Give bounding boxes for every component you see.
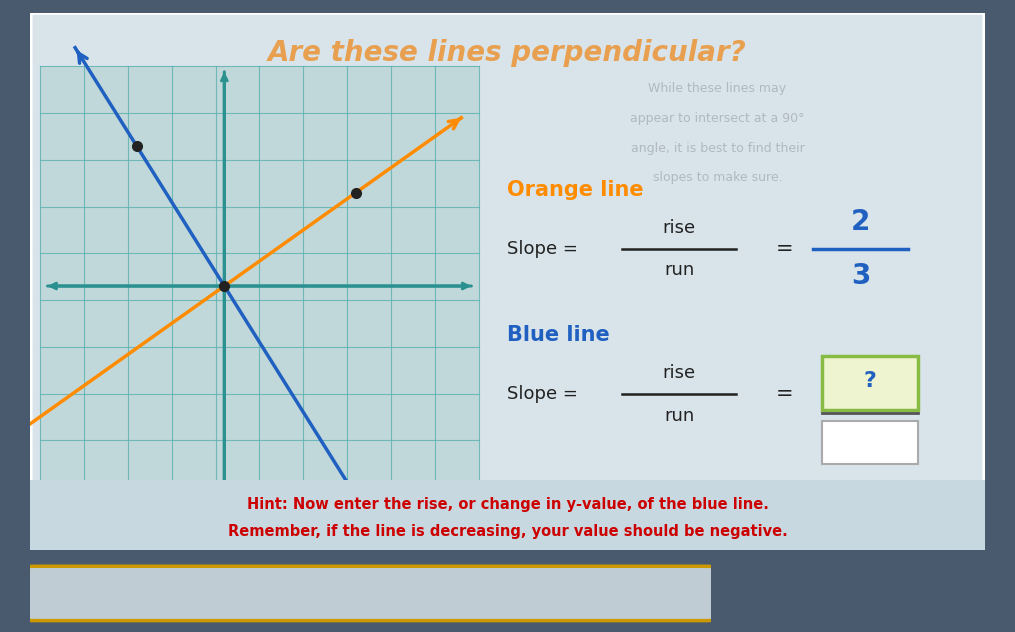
Text: ?: ? (864, 370, 877, 391)
Text: 2: 2 (851, 208, 870, 236)
Text: slopes to make sure.: slopes to make sure. (653, 171, 783, 184)
Text: appear to intersect at a 90°: appear to intersect at a 90° (630, 112, 805, 125)
FancyBboxPatch shape (822, 356, 918, 410)
Text: angle, it is best to find their: angle, it is best to find their (630, 142, 804, 155)
Text: Blue line: Blue line (508, 325, 610, 345)
Text: Slope =: Slope = (508, 385, 584, 403)
Text: Hint: Now enter the rise, or change in y-value, of the blue line.: Hint: Now enter the rise, or change in y… (247, 497, 768, 512)
Bar (40, 66, 479, 533)
FancyBboxPatch shape (30, 13, 985, 550)
Text: Slope =: Slope = (508, 240, 584, 258)
Text: run: run (664, 262, 694, 279)
Text: rise: rise (663, 363, 696, 382)
Text: =: = (775, 384, 793, 404)
FancyBboxPatch shape (23, 566, 718, 621)
Text: Remember, if the line is decreasing, your value should be negative.: Remember, if the line is decreasing, you… (227, 523, 788, 538)
Bar (30, 480, 985, 550)
Text: =: = (775, 239, 793, 259)
FancyBboxPatch shape (822, 421, 918, 464)
Text: Are these lines perpendicular?: Are these lines perpendicular? (268, 39, 747, 68)
Text: Orange line: Orange line (508, 180, 645, 200)
Text: 3: 3 (851, 262, 870, 290)
Text: run: run (664, 406, 694, 425)
Text: rise: rise (663, 219, 696, 236)
Text: While these lines may: While these lines may (649, 82, 787, 95)
